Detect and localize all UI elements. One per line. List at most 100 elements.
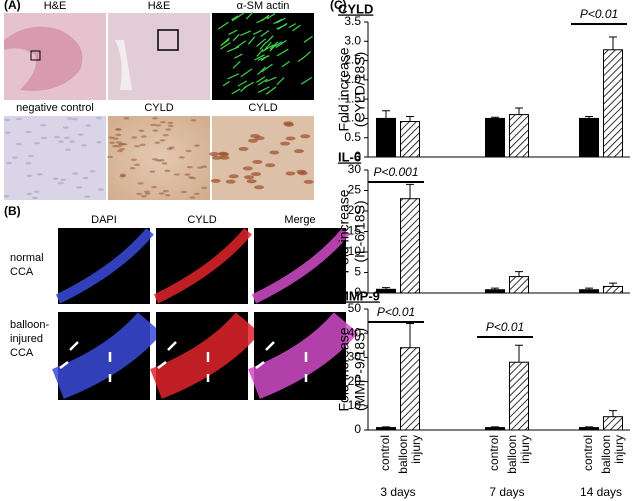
fiber: [234, 53, 243, 59]
fiber: [232, 33, 240, 42]
row-title: injured: [10, 333, 43, 345]
cell: [119, 173, 126, 176]
error-bar: [491, 116, 499, 119]
cell: [189, 196, 196, 199]
fiber: [257, 86, 270, 93]
cell: [138, 129, 145, 132]
cell: [162, 134, 169, 137]
panel-label: (C): [330, 0, 347, 12]
x-category-label: 7 days: [489, 485, 524, 499]
error-bar: [382, 287, 390, 290]
series-label: balloon injury: [600, 435, 626, 474]
cell: [250, 133, 261, 138]
cell: [130, 158, 137, 161]
cell: [184, 173, 191, 176]
fiber: [227, 73, 240, 80]
cell: [164, 193, 171, 197]
error-bar: [491, 426, 499, 428]
series-label-group: balloon injury: [506, 435, 532, 474]
cell: [194, 144, 201, 147]
cell: [159, 121, 166, 124]
row-title: CCA: [10, 347, 34, 359]
series-label-box: balloon injury: [506, 435, 532, 474]
y-tick-label: 10: [348, 244, 362, 258]
bar: [376, 427, 396, 431]
cell: [96, 116, 103, 120]
inset-box: [157, 29, 179, 51]
series-label-box: balloon injury: [600, 435, 626, 474]
cell: [115, 128, 122, 131]
fiber: [265, 35, 274, 44]
fiber: [276, 77, 285, 86]
cell: [140, 194, 147, 198]
cell: [41, 136, 48, 140]
fiber: [240, 30, 251, 37]
cell: [82, 176, 89, 180]
fiber: [288, 23, 297, 29]
cell: [284, 122, 295, 127]
significance-label: P<0.001: [373, 165, 418, 179]
cell: [16, 117, 23, 121]
y-axis-label: (CYLD/18S): [352, 52, 368, 127]
cell: [158, 192, 165, 195]
series-label: control: [582, 435, 595, 472]
cell: [136, 192, 143, 196]
fiber: [232, 60, 241, 69]
cell: [209, 152, 220, 157]
cell: [180, 190, 187, 194]
image-title: H&E: [44, 0, 67, 12]
fiber: [220, 37, 230, 47]
inset-box: [30, 50, 41, 61]
image-title: negative control: [16, 102, 94, 114]
series-label-box: balloon injury: [397, 435, 423, 474]
fiber: [303, 51, 311, 58]
y-tick-label: 3.0: [344, 33, 361, 47]
y-tick-label: 0: [354, 149, 361, 163]
y-tick-label: 30: [348, 162, 362, 176]
cell: [269, 150, 280, 155]
row-title: normal: [10, 252, 44, 264]
cell: [115, 133, 122, 137]
series-label: control: [488, 435, 501, 472]
fiber: [252, 29, 262, 35]
arrow: [69, 341, 79, 351]
cell: [25, 162, 32, 165]
error-bar: [491, 287, 499, 290]
fiber: [303, 35, 313, 43]
x-category-label: 3 days: [380, 485, 415, 499]
bar: [579, 289, 599, 294]
significance-label: P<0.01: [377, 305, 415, 319]
fiber: [273, 18, 283, 25]
error-bar: [382, 426, 390, 428]
cell: [131, 136, 138, 139]
bar: [485, 117, 505, 158]
fiber: [292, 24, 301, 32]
cell: [246, 179, 257, 184]
fiber: [243, 81, 254, 89]
image-title: α-SM actin: [237, 0, 290, 12]
cell: [210, 178, 221, 183]
error-bar: [585, 287, 593, 290]
cell: [190, 119, 197, 122]
cell: [152, 158, 159, 161]
cell: [84, 195, 91, 198]
bar: [485, 427, 505, 431]
cell: [294, 149, 305, 154]
fiber: [231, 88, 241, 95]
cell: [129, 167, 136, 170]
error-bar: [515, 107, 523, 115]
fiber: [257, 78, 268, 86]
fiber: [257, 66, 266, 76]
fiber: [231, 15, 239, 21]
vessel-wall: [251, 228, 350, 304]
x-category-label: 14 days: [580, 485, 622, 499]
cell: [151, 117, 158, 120]
cell: [254, 185, 265, 190]
fiber: [256, 76, 266, 83]
row-title: balloon-: [10, 319, 49, 331]
cell: [12, 156, 19, 159]
cell: [154, 141, 161, 144]
cell: [201, 186, 208, 190]
cell: [162, 189, 169, 193]
image-title: CYLD: [248, 102, 277, 114]
